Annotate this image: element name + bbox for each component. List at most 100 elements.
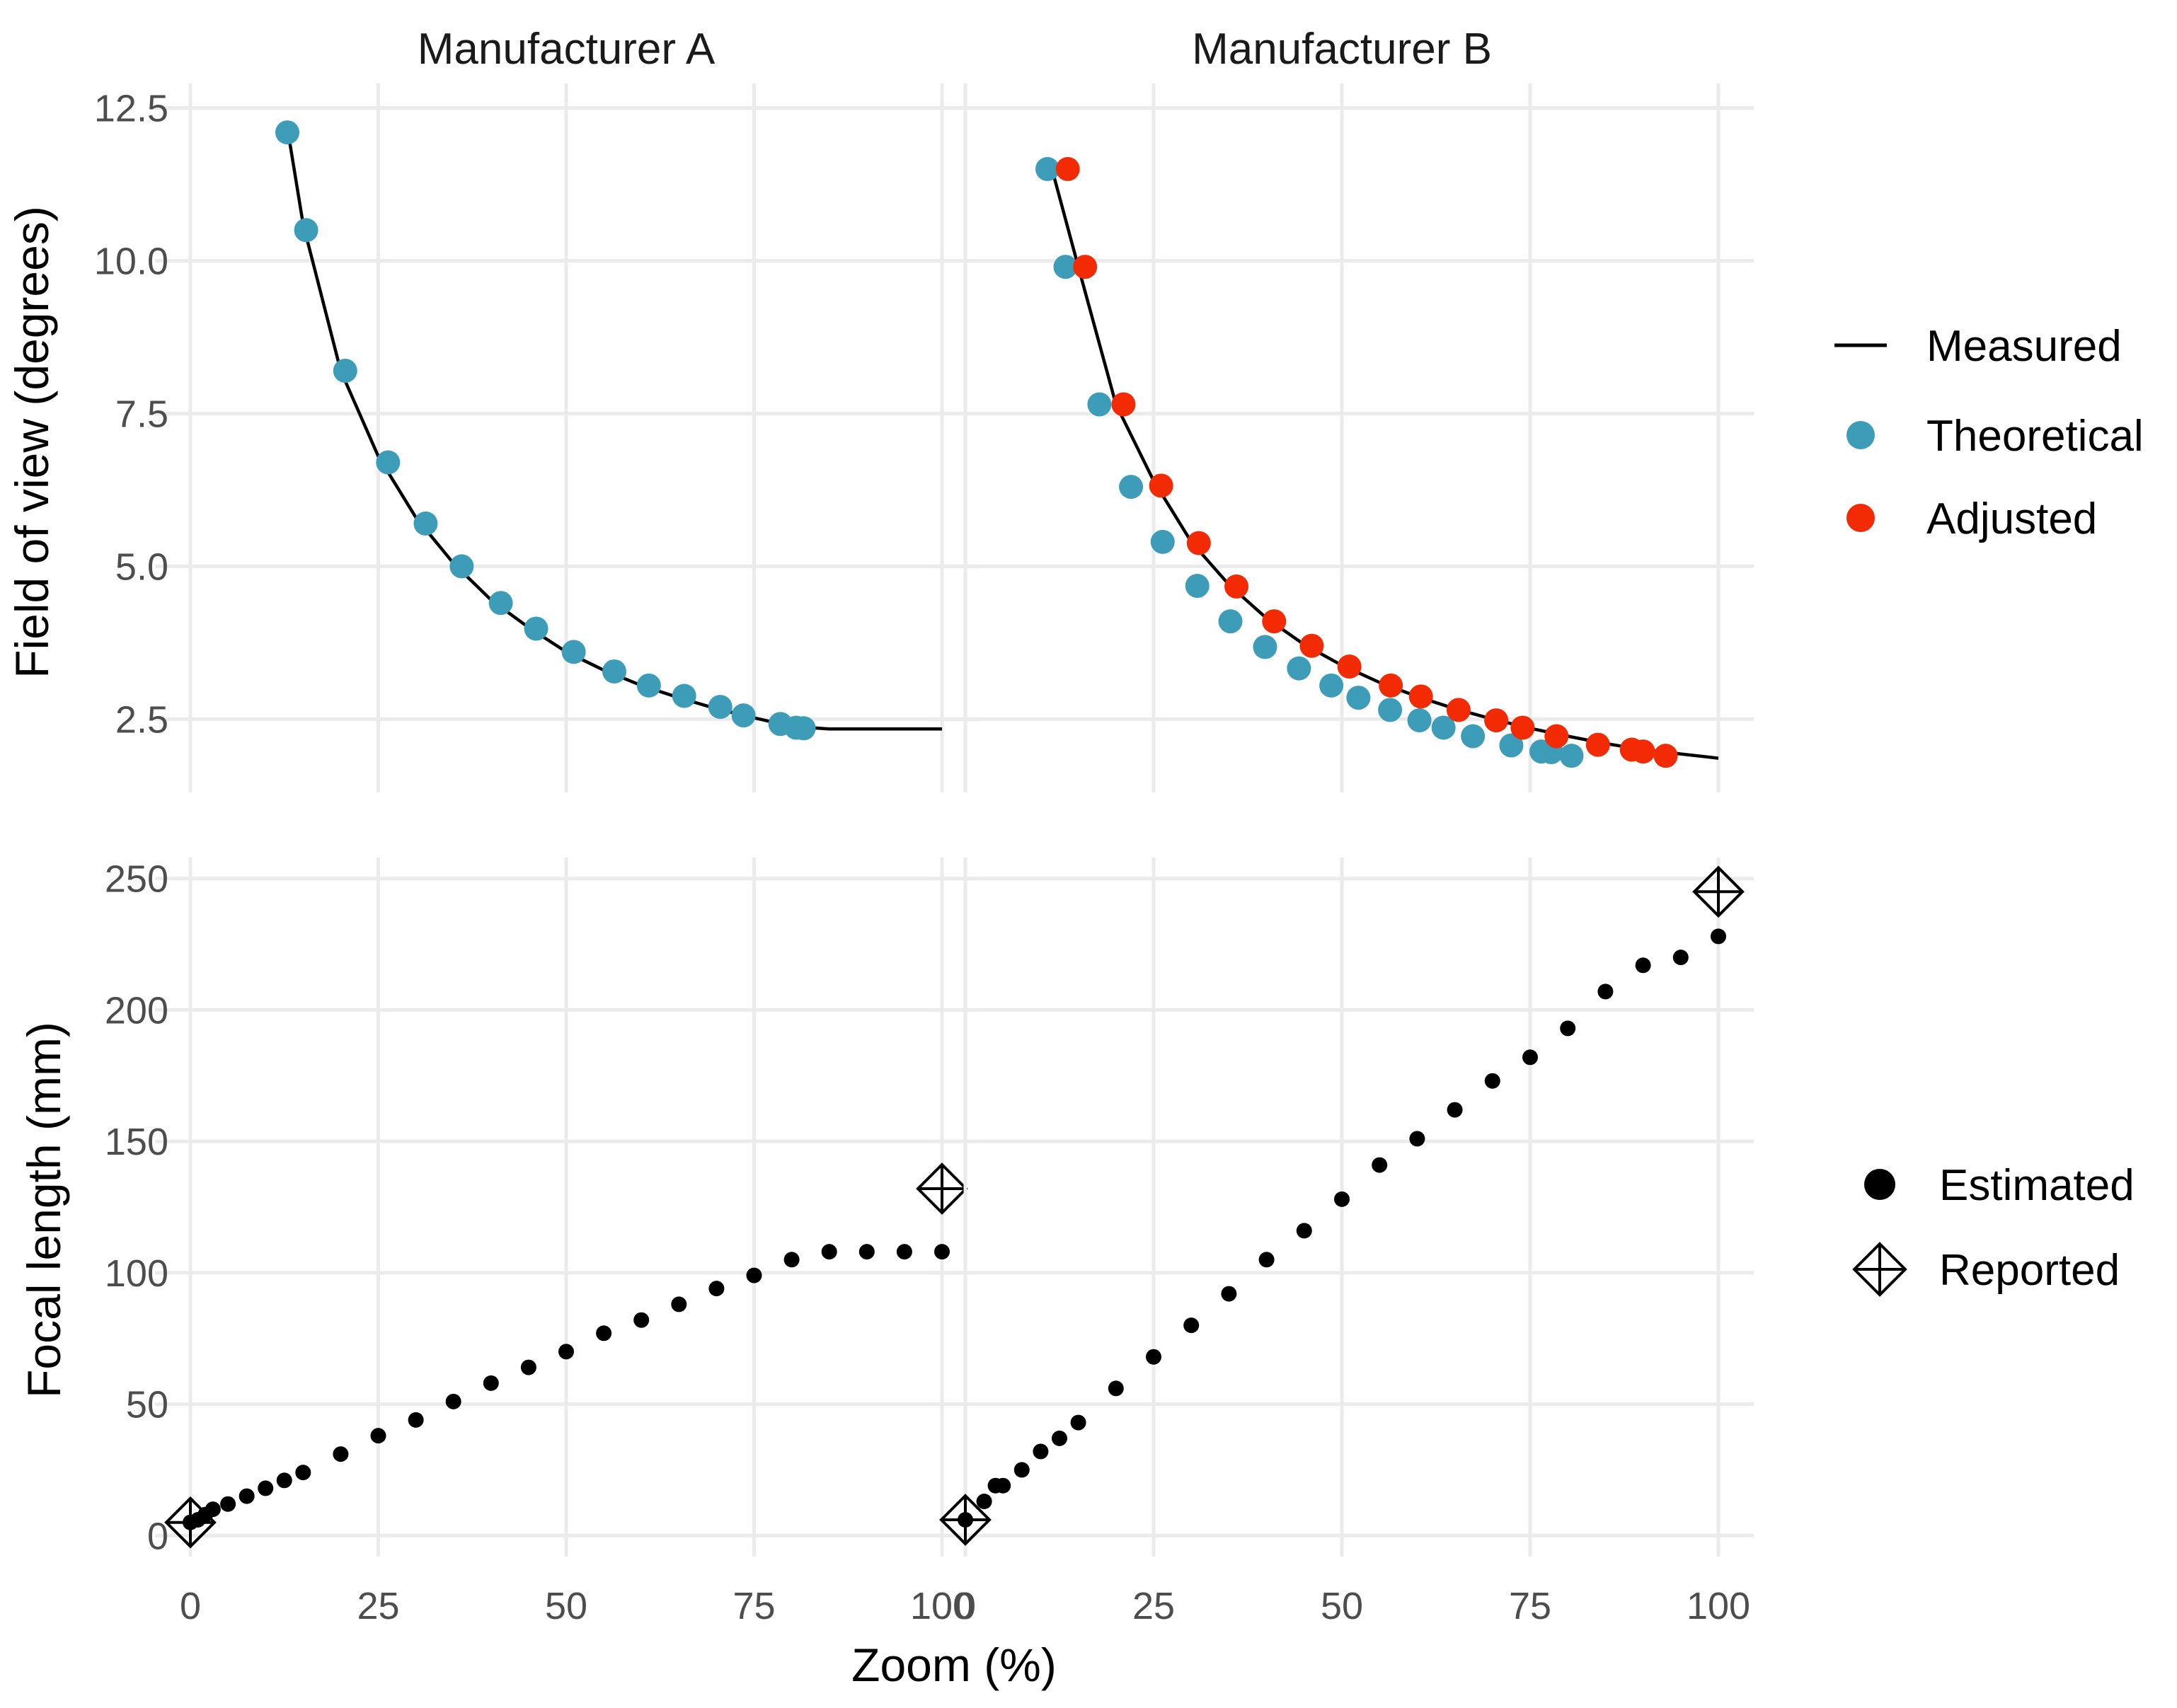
- reported-marker-b-1: [1692, 865, 1745, 918]
- theoretical-point-b-6: [1218, 609, 1243, 634]
- estimated-point-a-7: [276, 1472, 292, 1489]
- adjusted-point-b-8: [1337, 654, 1362, 679]
- theoretical-point-b-11: [1378, 698, 1403, 722]
- theoretical-point-a-16: [791, 716, 816, 741]
- y-tick-label-fov-7-5: 7.5: [115, 393, 168, 435]
- estimated-point-b-8: [1108, 1380, 1124, 1397]
- estimated-point-b-4: [1013, 1462, 1030, 1478]
- estimated-point-a-19: [708, 1281, 725, 1297]
- measured-line-a: [286, 132, 942, 731]
- estimated-point-b-9: [1146, 1349, 1161, 1365]
- y-tick-label-focal-150: 150: [105, 1121, 168, 1163]
- reported-marker-a-0: [164, 1496, 217, 1549]
- legend-label-adjusted: Adjusted: [1926, 495, 2097, 543]
- adjusted-point-b-7: [1299, 633, 1324, 658]
- estimated-point-b-21: [1597, 983, 1614, 1000]
- theoretical-point-b-8: [1287, 656, 1311, 681]
- y-tick-label-focal-200: 200: [105, 989, 168, 1032]
- strip-title-manufacturer-a: Manufacturer A: [418, 25, 716, 74]
- panel-focal-manufacturer-a: [155, 858, 977, 1557]
- panel-fov-manufacturer-b: [930, 83, 1754, 792]
- estimated-point-b-19: [1522, 1049, 1538, 1066]
- y-axis-fov: 2.5 5.0 7.5 10.0 12.5: [94, 88, 168, 742]
- adjusted-point-b-12: [1484, 708, 1509, 733]
- theoretical-point-a-13: [731, 703, 756, 728]
- x-tick-label-b-0: 0: [955, 1585, 976, 1627]
- y-axis-title-focal: Focal length (mm): [18, 1022, 70, 1398]
- legend-adjusted-dot-icon: [1846, 504, 1875, 532]
- estimated-point-b-11: [1221, 1286, 1237, 1302]
- estimated-point-a-6: [258, 1480, 274, 1496]
- y-tick-label-fov-2-5: 2.5: [115, 698, 168, 741]
- legend-reported-diamond-icon: [1852, 1242, 1907, 1297]
- theoretical-point-b-5: [1185, 574, 1210, 599]
- y-tick-label-fov-12-5: 12.5: [94, 88, 168, 130]
- x-tick-label-a-50: 50: [545, 1585, 587, 1627]
- adjusted-point-b-13: [1510, 715, 1535, 740]
- adjusted-point-b-2: [1111, 392, 1136, 417]
- legend-bottom: Estimated Reported: [1852, 1161, 2135, 1297]
- y-axis-focal: 0 50 100 150 200 250: [105, 858, 168, 1558]
- theoretical-point-a-7: [524, 616, 548, 641]
- theoretical-point-b-13: [1431, 715, 1456, 740]
- x-tick-label-b-50: 50: [1321, 1585, 1363, 1627]
- estimated-point-a-10: [370, 1428, 386, 1444]
- x-tick-label-a-25: 25: [357, 1585, 399, 1627]
- estimated-point-a-4: [220, 1496, 236, 1512]
- x-axis-manufacturer-a: 0 25 50 75 100: [180, 1585, 974, 1627]
- theoretical-point-a-12: [708, 695, 733, 720]
- estimated-point-a-24: [896, 1244, 912, 1260]
- adjusted-point-b-11: [1446, 698, 1471, 722]
- estimated-point-a-5: [239, 1488, 255, 1504]
- estimated-point-a-22: [821, 1244, 837, 1260]
- estimated-point-b-6: [1052, 1430, 1067, 1446]
- estimated-point-a-15: [558, 1344, 574, 1360]
- y-tick-label-focal-100: 100: [105, 1252, 168, 1295]
- theoretical-point-b-9: [1319, 673, 1344, 698]
- estimated-point-a-11: [408, 1412, 424, 1428]
- estimated-point-a-21: [783, 1252, 800, 1268]
- theoretical-point-b-3: [1119, 475, 1144, 500]
- x-tick-label-a-100: 100: [910, 1585, 974, 1627]
- adjusted-point-b-10: [1408, 684, 1433, 709]
- adjusted-point-b-5: [1224, 574, 1249, 599]
- estimated-point-b-3: [995, 1477, 1011, 1494]
- estimated-point-b-23: [1672, 950, 1689, 966]
- theoretical-point-b-14: [1461, 724, 1486, 749]
- adjusted-point-b-6: [1262, 609, 1287, 634]
- estimated-point-a-17: [633, 1312, 650, 1328]
- legend-label-theoretical: Theoretical: [1926, 412, 2144, 461]
- estimated-point-a-18: [671, 1296, 687, 1312]
- theoretical-point-a-2: [333, 358, 357, 383]
- estimated-point-b-13: [1296, 1223, 1312, 1239]
- legend-label-measured: Measured: [1926, 322, 2122, 371]
- theoretical-point-a-0: [275, 120, 299, 145]
- estimated-point-b-1: [976, 1494, 992, 1509]
- adjusted-point-b-3: [1149, 473, 1173, 498]
- theoretical-point-b-0: [1035, 156, 1059, 181]
- estimated-point-b-20: [1560, 1020, 1576, 1037]
- estimated-point-b-22: [1635, 957, 1651, 974]
- estimated-point-b-24: [1711, 928, 1726, 945]
- adjusted-point-b-1: [1073, 255, 1098, 279]
- y-tick-label-focal-250: 250: [105, 858, 168, 901]
- estimated-point-a-14: [520, 1359, 536, 1375]
- theoretical-point-b-1: [1053, 255, 1078, 279]
- x-tick-label-a-75: 75: [733, 1585, 775, 1627]
- theoretical-point-a-10: [636, 673, 661, 698]
- x-axis-manufacturer-b: 0 25 50 75 100: [955, 1585, 1750, 1627]
- theoretical-point-a-3: [376, 450, 401, 475]
- panel-focal-manufacturer-b: [930, 858, 1754, 1557]
- strip-title-manufacturer-b: Manufacturer B: [1192, 25, 1492, 74]
- estimated-point-a-12: [445, 1393, 461, 1409]
- theoretical-point-b-4: [1150, 529, 1175, 554]
- adjusted-point-b-18: [1653, 744, 1678, 768]
- estimated-point-b-18: [1484, 1073, 1500, 1089]
- legend-theoretical-dot-icon: [1846, 421, 1875, 449]
- adjusted-point-b-4: [1186, 531, 1211, 555]
- x-tick-label-b-25: 25: [1132, 1585, 1175, 1627]
- theoretical-point-b-18: [1559, 744, 1584, 768]
- estimated-point-a-20: [746, 1267, 762, 1283]
- adjusted-point-b-14: [1544, 724, 1569, 749]
- legend-estimated-dot-icon: [1864, 1169, 1895, 1200]
